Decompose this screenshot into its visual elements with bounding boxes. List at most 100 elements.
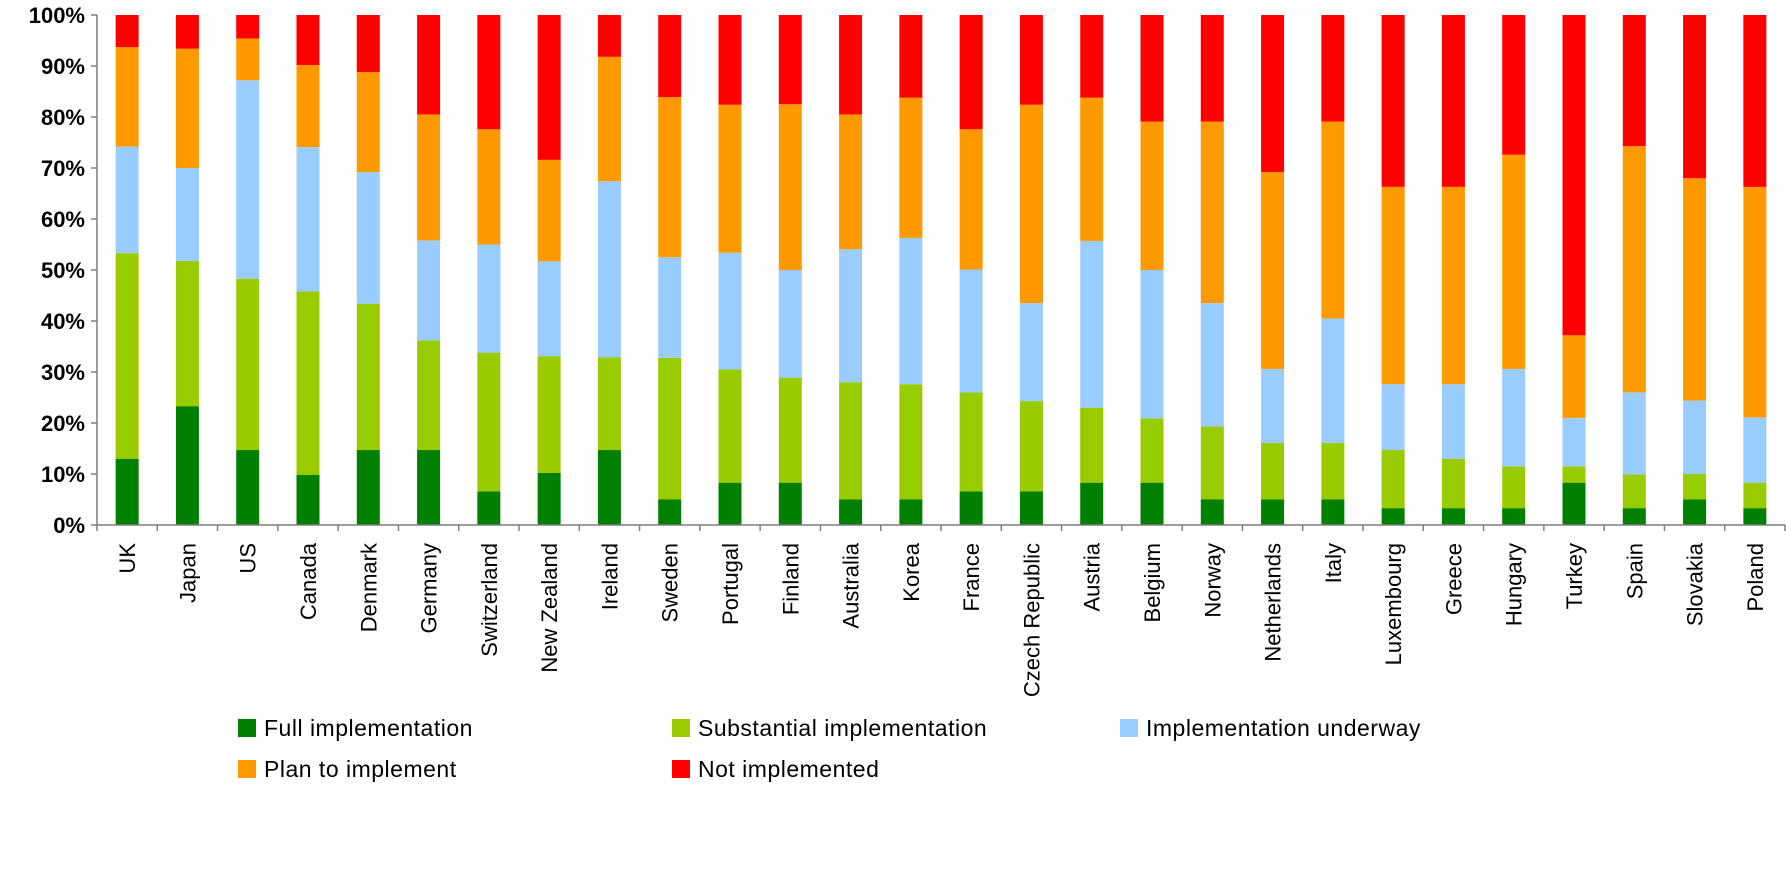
bar-implementation-underway-germany	[417, 240, 441, 341]
bar-implementation-underway-ireland	[597, 181, 621, 358]
bar-full-implementation-us	[236, 450, 260, 525]
bar-plan-to-implement-finland	[778, 104, 802, 270]
bar-group-slovakia	[1683, 15, 1707, 525]
x-tick-label: Ireland	[597, 543, 622, 610]
bar-substantial-implementation-austria	[1080, 407, 1104, 483]
x-tick-label: Finland	[778, 543, 803, 615]
bar-not-implemented-australia	[839, 15, 863, 115]
bar-plan-to-implement-ireland	[597, 56, 621, 182]
bar-substantial-implementation-canada	[296, 291, 320, 476]
bar-group-austria	[1080, 15, 1104, 525]
bar-substantial-implementation-korea	[899, 384, 923, 500]
bar-plan-to-implement-canada	[296, 64, 320, 148]
bar-not-implemented-austria	[1080, 15, 1104, 98]
x-tick-label: Canada	[296, 542, 321, 620]
bar-group-netherlands	[1261, 15, 1285, 525]
bar-substantial-implementation-turkey	[1562, 466, 1586, 483]
legend-item-not-implemented: Not implemented	[672, 756, 879, 782]
bar-plan-to-implement-belgium	[1140, 121, 1164, 270]
bar-group-italy	[1321, 15, 1345, 525]
bar-plan-to-implement-greece	[1441, 186, 1465, 385]
bar-plan-to-implement-sweden	[658, 97, 682, 258]
x-tick-label: Sweden	[658, 543, 683, 623]
legend-item-implementation-underway: Implementation underway	[1120, 715, 1420, 741]
bar-implementation-underway-japan	[175, 168, 199, 261]
y-tick-label: 70%	[41, 156, 85, 181]
bar-implementation-underway-sweden	[658, 257, 682, 358]
bar-plan-to-implement-korea	[899, 97, 923, 238]
legend-label: Plan to implement	[264, 756, 457, 782]
bar-not-implemented-us	[236, 15, 260, 39]
bar-group-germany	[417, 15, 441, 525]
bar-plan-to-implement-netherlands	[1261, 172, 1285, 369]
x-tick-label: New Zealand	[537, 543, 562, 673]
bar-plan-to-implement-us	[236, 38, 260, 81]
legend-swatch	[238, 760, 256, 778]
bar-substantial-implementation-sweden	[658, 357, 682, 500]
x-tick-label: Hungary	[1502, 543, 1527, 626]
x-axis: UK Japan US Canada Denmark Germany Switzerland…	[96, 524, 1786, 697]
bar-full-implementation-netherlands	[1261, 499, 1285, 525]
bar-substantial-implementation-italy	[1321, 442, 1345, 500]
bar-substantial-implementation-denmark	[356, 303, 380, 451]
bar-group-finland	[778, 15, 802, 525]
bar-substantial-implementation-greece	[1441, 458, 1465, 509]
legend: Full implementation Substantial implement…	[238, 715, 1420, 782]
bar-not-implemented-portugal	[718, 15, 742, 105]
bar-full-implementation-canada	[296, 475, 320, 525]
x-tick-label: Germany	[417, 543, 442, 633]
bar-plan-to-implement-australia	[839, 114, 863, 250]
y-tick-label: 50%	[41, 258, 85, 283]
bar-not-implemented-denmark	[356, 15, 380, 73]
bar-not-implemented-italy	[1321, 15, 1345, 122]
bar-group-uk	[115, 15, 139, 525]
bar-group-portugal	[718, 15, 742, 525]
x-tick-label: Portugal	[718, 543, 743, 625]
x-tick-label: Luxembourg	[1381, 543, 1406, 665]
y-tick-label: 10%	[41, 462, 85, 487]
bar-plan-to-implement-switzerland	[477, 129, 501, 245]
bar-plan-to-implement-turkey	[1562, 335, 1586, 418]
x-tick-label: Turkey	[1562, 543, 1587, 609]
bar-plan-to-implement-slovakia	[1683, 178, 1707, 401]
bar-plan-to-implement-france	[959, 129, 983, 270]
legend-label: Substantial implementation	[698, 715, 987, 741]
bar-group-luxembourg	[1381, 15, 1405, 525]
bar-group-canada	[296, 15, 320, 525]
bar-implementation-underway-slovakia	[1683, 400, 1707, 474]
bar-full-implementation-luxembourg	[1381, 508, 1405, 525]
bar-substantial-implementation-spain	[1622, 474, 1646, 509]
bar-implementation-underway-france	[959, 269, 983, 393]
bar-full-implementation-uk	[115, 458, 139, 525]
bar-plan-to-implement-hungary	[1502, 154, 1526, 369]
legend-label: Not implemented	[698, 756, 879, 782]
bar-implementation-underway-denmark	[356, 172, 380, 304]
x-tick-label: Spain	[1622, 543, 1647, 599]
bar-full-implementation-france	[959, 491, 983, 525]
bar-full-implementation-new-zealand	[537, 472, 561, 525]
y-tick-label: 90%	[41, 54, 85, 79]
bar-implementation-underway-us	[236, 80, 260, 279]
bar-group-norway	[1200, 15, 1224, 525]
x-tick-label: Australia	[839, 542, 864, 628]
bar-plan-to-implement-luxembourg	[1381, 186, 1405, 385]
x-tick-label: Poland	[1743, 543, 1768, 612]
bar-not-implemented-hungary	[1502, 15, 1526, 155]
bar-implementation-underway-hungary	[1502, 368, 1526, 467]
bar-full-implementation-sweden	[658, 499, 682, 525]
bar-full-implementation-norway	[1200, 499, 1224, 525]
bar-not-implemented-netherlands	[1261, 15, 1285, 173]
bar-not-implemented-japan	[175, 15, 199, 49]
bar-group-us	[236, 15, 260, 525]
y-tick-label: 0%	[53, 513, 85, 538]
y-axis: 0% 10% 20% 30% 40% 50% 60% 70% 80% 90% 100%	[29, 3, 98, 538]
bar-group-sweden	[658, 15, 682, 525]
bar-group-spain	[1622, 15, 1646, 525]
bar-plan-to-implement-denmark	[356, 72, 380, 173]
bar-substantial-implementation-slovakia	[1683, 474, 1707, 500]
bar-plan-to-implement-japan	[175, 48, 199, 168]
x-tick-label: Korea	[899, 542, 924, 601]
bar-not-implemented-finland	[778, 15, 802, 105]
bar-substantial-implementation-germany	[417, 340, 441, 451]
